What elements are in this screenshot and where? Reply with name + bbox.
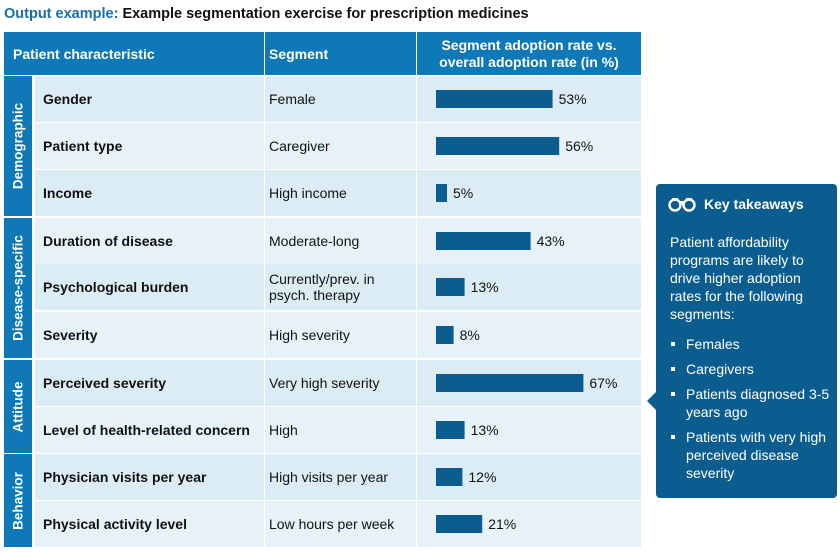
page-title: Output example: Example segmentation exe… [4,6,529,22]
characteristic-cell: Psychological burden [43,279,189,295]
bar-value-label: 5% [453,185,473,201]
bar-value-label: 53% [559,91,587,107]
group-label: Demographic [4,76,32,216]
bar [436,90,553,108]
characteristic-cell: Level of health-related concern [43,422,250,438]
takeaway-item: Caregivers [670,360,830,378]
segment-cell: Caregiver [269,138,330,154]
table-row: Level of health-related concern High [35,407,641,453]
header-segment: Segment [269,45,329,62]
bar [436,232,531,250]
table-row: Perceived severity Very high severity [35,360,641,406]
group-label: Disease-specific [4,218,32,358]
takeaways-header: Key takeaways [668,196,804,212]
characteristic-cell: Gender [43,91,93,107]
table-row: Severity High severity [35,312,641,358]
characteristic-cell: Income [43,185,93,201]
takeaways-body: Patient affordability programs are likel… [670,233,830,489]
table-row: Income High income [35,170,641,216]
bar-value-label: 56% [565,138,593,154]
bar-value-label: 8% [460,327,480,343]
segment-cell: High severity [269,327,350,343]
segment-cell: Moderate-long [269,233,360,249]
bar-value-label: 12% [468,469,496,485]
title-prefix: Output example: [4,6,119,22]
bar-value-label: 13% [471,422,499,438]
bar-value-label: 21% [488,516,516,532]
bar-value-label: 13% [471,279,499,295]
binoculars-icon [668,198,696,212]
table-header: Patient characteristic Segment Segment a… [4,32,641,75]
bar [436,468,463,486]
takeaways-list: Females Caregivers Patients diagnosed 3-… [670,335,830,482]
group-label: Attitude [4,360,32,453]
characteristic-cell: Duration of disease [43,233,173,249]
group-label: Behavior [4,454,32,547]
segment-cell: High [269,422,298,438]
characteristic-cell: Perceived severity [43,375,166,391]
characteristic-cell: Physical activity level [43,516,187,532]
characteristic-cell: Severity [43,327,98,343]
takeaway-item: Patients with very high perceived diseas… [670,428,830,482]
key-takeaways-panel: Key takeaways Patient affordability prog… [647,184,837,498]
table-row: Duration of disease Moderate-long [35,218,641,264]
segment-cell: Low hours per week [269,516,395,532]
segment-cell: High income [269,185,347,201]
table-row: Physical activity level Low hours per wee… [35,501,641,547]
table-row: Psychological burden Currently/prev. in p… [35,264,641,310]
bar-value-label: 67% [589,375,617,391]
bar [436,326,454,344]
bar [436,278,465,296]
bar [436,184,447,202]
segment-cell: Female [269,91,316,107]
panel-pointer [647,392,656,410]
bar [436,421,465,439]
takeaway-item: Patients diagnosed 3-5 years ago [670,385,830,421]
bar [436,137,560,155]
title-main: Example segmentation exercise for prescr… [122,6,529,22]
column-divider [264,32,265,550]
characteristic-cell: Physician visits per year [43,469,207,485]
column-divider [416,32,417,550]
segment-cell: Very high severity [269,375,380,391]
bar-value-label: 43% [537,233,565,249]
segment-cell: High visits per year [269,469,389,485]
bar [436,374,584,392]
characteristic-cell: Patient type [43,138,123,154]
takeaway-item: Females [670,335,830,353]
header-characteristic: Patient characteristic [13,45,155,62]
segment-cell: Currently/prev. in psych. therapy [269,271,375,303]
bar [436,515,483,533]
header-rate: Segment adoption rate vs. overall adopti… [439,36,619,70]
table-row: Physician visits per year High visits per… [35,454,641,500]
takeaways-intro: Patient affordability programs are likel… [670,234,804,322]
takeaways-title: Key takeaways [704,196,804,212]
